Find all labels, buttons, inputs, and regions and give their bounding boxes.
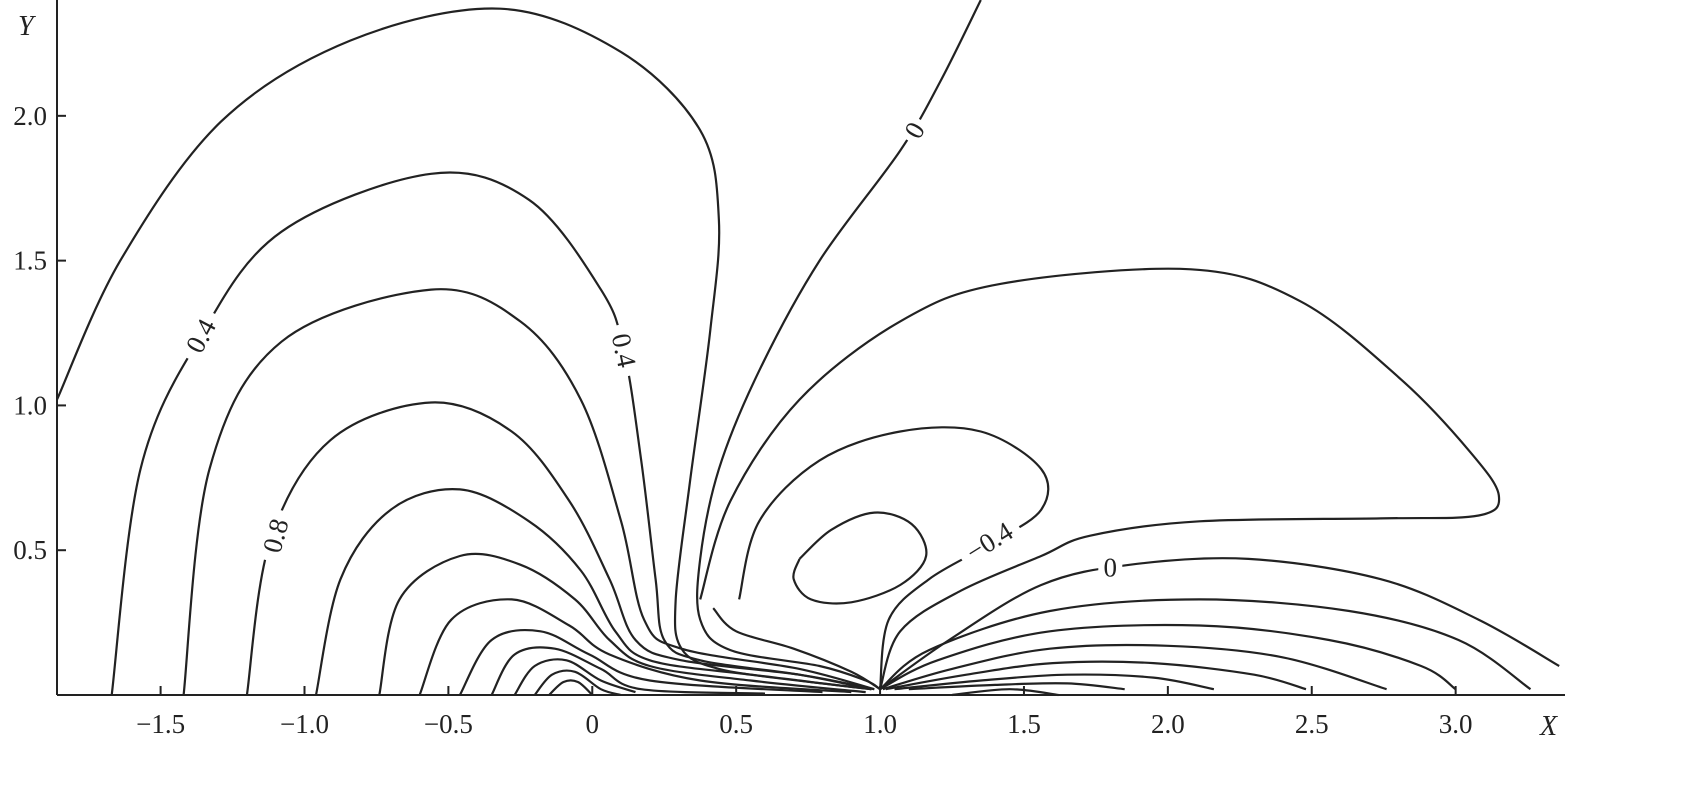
- y-tick-label: 0.5: [13, 535, 47, 565]
- contour-line-12: [696, 0, 982, 691]
- y-tick-label: 1.5: [13, 246, 47, 276]
- contour-label-3: 0: [896, 112, 933, 148]
- x-tick-label: −1.0: [280, 709, 329, 739]
- y-axis-label: Y: [18, 11, 37, 42]
- contour-label-bg: [896, 112, 933, 148]
- contour-label-text: 0: [1104, 553, 1118, 583]
- contour-label-bg: [255, 506, 296, 565]
- contour-line-21: [885, 660, 1307, 691]
- contour-line-10: [533, 669, 622, 697]
- contour-label-4: −0.4: [954, 512, 1025, 571]
- contour-line-16: [792, 511, 928, 605]
- x-tick-label: 2.5: [1295, 709, 1329, 739]
- contour-line-8: [490, 646, 766, 696]
- contour-line-0: [56, 7, 872, 691]
- axes: −1.5 −1.0 −0.5 0 0.5 1.0 1.5 2.0 2.5 3.0 0.5 1.0 1.5…: [13, 0, 1565, 739]
- contour-line-24: [951, 688, 1059, 697]
- x-tick-label: 1.5: [1007, 709, 1041, 739]
- contour-label-bg: [176, 306, 226, 366]
- contour-line-19: [879, 623, 1457, 691]
- contour-line-3: [245, 401, 875, 696]
- contour-line-7: [458, 629, 823, 696]
- contour-line-4: [314, 488, 872, 696]
- x-tick-label: −0.5: [424, 709, 473, 739]
- contour-line-6: [418, 598, 852, 696]
- x-tick-label: −1.5: [136, 709, 185, 739]
- x-tick-label: 1.0: [863, 709, 897, 739]
- contour-line-2: [182, 288, 875, 696]
- contour-line-18: [879, 598, 1532, 691]
- contour-line-11: [548, 679, 594, 696]
- contour-line-17: [712, 607, 881, 691]
- contour-label-bg: [1098, 553, 1123, 582]
- contour-line-14: [699, 267, 1501, 690]
- contour-label-text: 0.4: [606, 331, 642, 371]
- y-tick-label: 2.0: [13, 101, 47, 131]
- contour-label-5: 0: [1098, 553, 1123, 583]
- contour-label-bg: [604, 322, 644, 379]
- contour-line-15: [738, 426, 1050, 690]
- x-tick-label: 0.5: [719, 709, 753, 739]
- contour-line-20: [882, 643, 1387, 691]
- contour-label-0: 0.4: [176, 306, 226, 366]
- contour-lines: [56, 0, 1560, 697]
- x-tick-label: 2.0: [1151, 709, 1185, 739]
- contour-line-5: [378, 552, 866, 696]
- contour-line-9: [513, 658, 636, 696]
- contour-labels: 0.4 0.4 0.8 0 −0.4 0: [176, 112, 1123, 583]
- x-tick-label: 3.0: [1439, 709, 1473, 739]
- contour-line-13: [879, 557, 1560, 691]
- contour-line-23: [908, 682, 1125, 691]
- x-tick-label: 0: [586, 709, 600, 739]
- x-axis-label: X: [1539, 711, 1558, 742]
- contour-line-1: [110, 171, 872, 696]
- contour-label-bg: [954, 512, 1025, 571]
- y-tick-label: 1.0: [13, 390, 47, 420]
- contour-label-1: 0.4: [604, 322, 644, 379]
- contour-line-22: [894, 673, 1215, 691]
- contour-label-2: 0.8: [255, 506, 296, 565]
